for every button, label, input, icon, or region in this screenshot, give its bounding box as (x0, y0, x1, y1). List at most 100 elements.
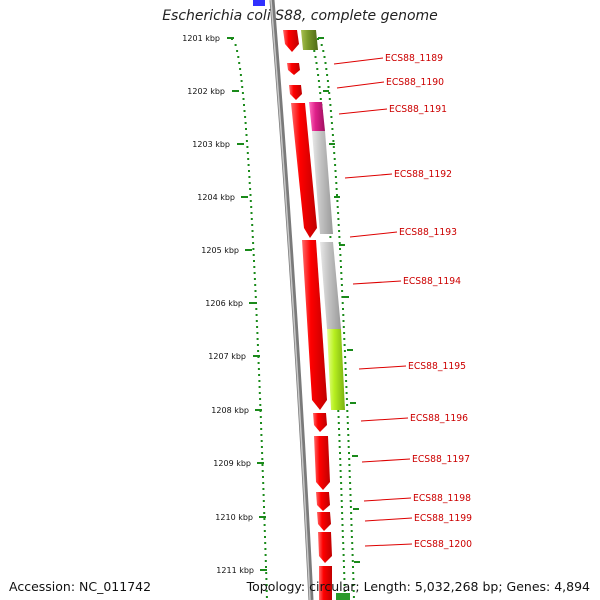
track-dot (254, 296, 257, 298)
track-dot (336, 194, 338, 196)
gene-arrow (302, 240, 327, 410)
track-dot (337, 416, 340, 418)
track-dot (342, 320, 345, 322)
gene-label[interactable]: ECS88_1195 (408, 361, 466, 372)
track-dot (262, 488, 265, 490)
track-dot (255, 308, 258, 310)
track-dot (342, 554, 345, 556)
track-dot (247, 164, 250, 166)
track-dot (349, 500, 352, 502)
track-dot (260, 434, 263, 436)
track-dot (250, 218, 253, 220)
track-dot (338, 434, 341, 436)
track-dot (260, 440, 263, 442)
track-dot (335, 188, 338, 190)
track-dot (324, 62, 327, 64)
tick-label: 1205 kbp (201, 246, 239, 255)
track-dot (319, 92, 322, 94)
track-dot (248, 176, 251, 178)
gene-label[interactable]: ECS88_1192 (394, 169, 452, 180)
track-dot (339, 254, 342, 256)
track-dot (265, 578, 268, 580)
track-dot (346, 404, 349, 406)
gene-label[interactable]: ECS88_1199 (414, 513, 472, 524)
track-dot (250, 206, 253, 208)
track-dot (253, 272, 256, 274)
track-dot (344, 362, 347, 364)
track-dot (352, 578, 355, 580)
gene-label[interactable]: ECS88_1189 (385, 53, 443, 64)
track-dot (340, 506, 343, 508)
track-dot (256, 338, 259, 340)
track-dot (325, 68, 328, 70)
track-dot (264, 536, 266, 538)
track-dot (338, 446, 341, 448)
track-dot (340, 284, 343, 286)
gene-label[interactable]: ECS88_1193 (399, 227, 457, 238)
leader-line (336, 81, 385, 89)
track-dot (246, 152, 249, 154)
gene-label[interactable]: ECS88_1197 (412, 454, 470, 465)
track-dot (339, 452, 341, 454)
genome-title: Escherichia coli S88, complete genome (162, 8, 438, 24)
track-dot (349, 506, 352, 508)
track-dot (260, 446, 263, 448)
track-dot (241, 92, 244, 94)
track-dot (336, 200, 339, 202)
gene-label[interactable]: ECS88_1191 (389, 104, 447, 115)
track-dot (323, 56, 326, 58)
track-dot (337, 212, 340, 214)
track-dot (343, 584, 346, 586)
track-dot (264, 548, 267, 550)
track-dot (251, 230, 254, 232)
gene-label[interactable]: ECS88_1200 (414, 539, 472, 550)
track-dot (340, 266, 342, 268)
track-dot (337, 218, 340, 220)
track-dot (345, 398, 348, 400)
gene-label[interactable]: ECS88_1198 (413, 493, 471, 504)
track-dot (343, 578, 346, 580)
track-dot (352, 590, 355, 592)
leader-line (363, 497, 412, 502)
tick-label: 1210 kbp (215, 513, 253, 522)
tick-mark (245, 249, 252, 251)
leader-line (358, 365, 407, 370)
track-dot (262, 476, 264, 478)
gene-label[interactable]: ECS88_1190 (386, 77, 444, 88)
track-dot (347, 440, 350, 442)
tick-mark (255, 409, 262, 411)
gene-label-leaders (333, 57, 413, 547)
track-dot (341, 296, 344, 298)
tick-mark (253, 355, 260, 357)
track-dot (261, 470, 264, 472)
track-dot (338, 236, 341, 238)
tick-label: 1206 kbp (205, 299, 243, 308)
leader-line (349, 231, 398, 238)
track-dot (259, 416, 262, 418)
track-dot (313, 50, 316, 52)
track-dot (347, 434, 350, 436)
track-dot (234, 44, 237, 46)
gene-label[interactable]: ECS88_1196 (410, 413, 468, 424)
gene-arrow (317, 512, 331, 531)
track-dot (264, 560, 267, 562)
gene-arrow (283, 30, 299, 52)
track-dot (329, 110, 332, 112)
track-dot (344, 368, 347, 370)
track-dot (253, 260, 255, 262)
feature-blue-top (253, 0, 265, 6)
track-dot (343, 572, 346, 574)
tick-label: 1204 kbp (197, 193, 235, 202)
tick-mark (259, 516, 266, 518)
gene-label[interactable]: ECS88_1194 (403, 276, 461, 287)
track-dots-outer (317, 38, 355, 598)
track-dot (318, 86, 321, 88)
track-dot (239, 74, 242, 76)
track-dot (349, 488, 352, 490)
track-dot (342, 314, 345, 316)
tick-mark (257, 462, 264, 464)
tick-mark (339, 244, 345, 246)
track-dot (319, 98, 322, 100)
tick-mark (347, 349, 353, 351)
gene-arrow (313, 413, 327, 432)
